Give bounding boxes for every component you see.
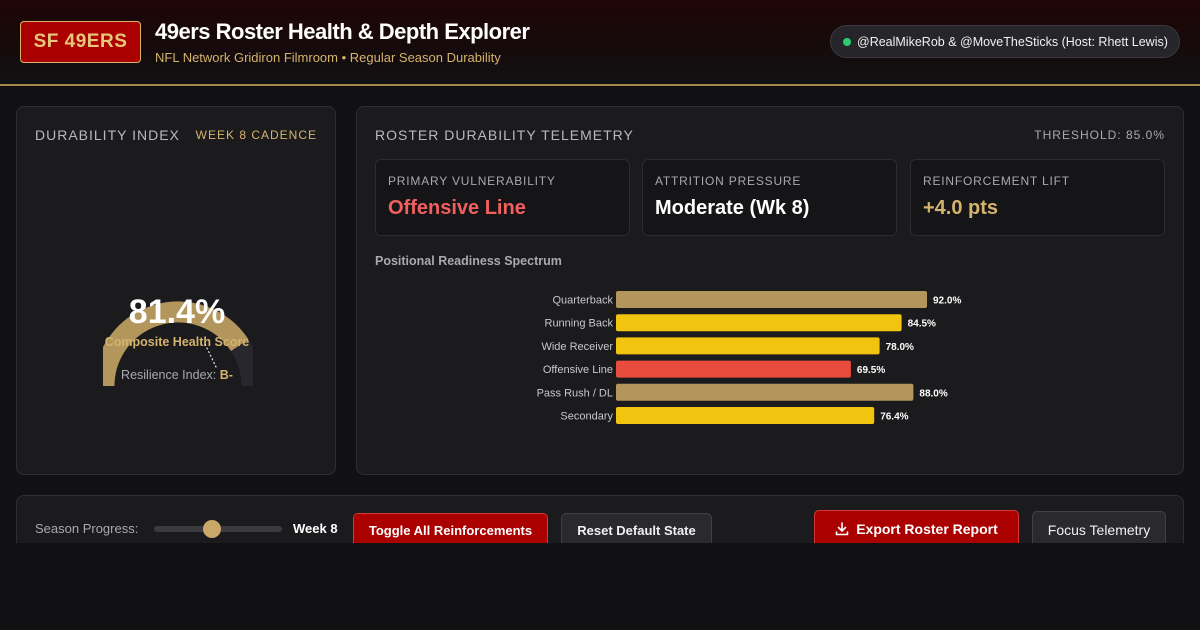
- durability-panel: DURABILITY INDEX WEEK 8 CADENCE 81.4% Co…: [16, 106, 336, 475]
- resilience-index: Resilience Index: B-: [17, 368, 337, 382]
- telemetry-panel: ROSTER DURABILITY TELEMETRY THRESHOLD: 8…: [356, 106, 1184, 475]
- download-icon: [835, 522, 849, 536]
- bar-value-label: 78.0%: [886, 342, 914, 353]
- bar-value-label: 84.5%: [908, 319, 936, 330]
- season-progress-label: Season Progress:: [35, 521, 139, 536]
- kpi-primary-vulnerability: PRIMARY VULNERABILITY Offensive Line: [375, 159, 630, 236]
- host-badge: @RealMikeRob & @MoveTheSticks (Host: Rhe…: [830, 25, 1180, 58]
- bar-value-label: 88.0%: [919, 388, 947, 399]
- kpi-title: ATTRITION PRESSURE: [655, 174, 802, 188]
- telemetry-heading: ROSTER DURABILITY TELEMETRY: [375, 127, 634, 143]
- category-label: Pass Rush / DL: [537, 387, 613, 399]
- focus-telemetry-button[interactable]: Focus Telemetry: [1032, 511, 1166, 543]
- toggle-reinforcements-button[interactable]: Toggle All Reinforcements: [353, 513, 548, 543]
- bar-wide-receiver[interactable]: [616, 337, 880, 355]
- kpi-value: Offensive Line: [388, 197, 526, 219]
- threshold-label: THRESHOLD: 85.0%: [1034, 128, 1165, 142]
- bar-quarterback[interactable]: [616, 291, 927, 308]
- host-names: @RealMikeRob & @MoveTheSticks (Host: Rhe…: [857, 34, 1168, 49]
- kpi-value: +4.0 pts: [923, 197, 999, 219]
- resilience-grade: B-: [219, 368, 233, 382]
- season-progress-slider[interactable]: [154, 520, 282, 538]
- kpi-title: REINFORCEMENT LIFT: [923, 174, 1070, 188]
- team-logo: SF 49ERS: [20, 21, 141, 63]
- page-subtitle: NFL Network Gridiron Filmroom • Regular …: [155, 50, 501, 65]
- positional-readiness-chart: Quarterback 92.0% Running Back 84.5% Wide Re…: [537, 291, 961, 424]
- durability-heading: DURABILITY INDEX: [35, 127, 180, 143]
- category-label: Running Back: [545, 318, 614, 330]
- slider-handle[interactable]: [202, 520, 221, 538]
- reset-default-button[interactable]: Reset Default State: [561, 513, 712, 543]
- bar-pass-rush-dl[interactable]: [616, 383, 914, 401]
- category-label: Wide Receiver: [541, 341, 613, 353]
- week-label: Week 8: [293, 521, 338, 536]
- bar-offensive-line[interactable]: [616, 360, 851, 378]
- bar-value-label: 92.0%: [933, 296, 961, 307]
- gauge-annotation-leader: [204, 343, 218, 370]
- category-label: Offensive Line: [543, 364, 613, 376]
- bar-secondary[interactable]: [616, 407, 875, 424]
- gauge-fill: [103, 301, 249, 387]
- cadence-label: WEEK 8 CADENCE: [195, 128, 317, 142]
- category-label: Secondary: [560, 411, 613, 423]
- kpi-title: PRIMARY VULNERABILITY: [388, 174, 556, 188]
- health-gauge: [103, 301, 253, 387]
- control-bar: Season Progress: Week 8 Toggle All Reinf…: [16, 495, 1184, 543]
- category-label: Quarterback: [552, 295, 613, 307]
- export-report-button[interactable]: Export Roster Report: [814, 510, 1019, 543]
- page-title: 49ers Roster Health & Depth Explorer: [155, 19, 530, 44]
- bar-running-back[interactable]: [616, 314, 902, 332]
- kpi-value: Moderate (Wk 8): [655, 197, 810, 219]
- chart-title: Positional Readiness Spectrum: [375, 254, 562, 268]
- kpi-reinforcement-lift: REINFORCEMENT LIFT +4.0 pts: [910, 159, 1165, 236]
- health-score-label: Composite Health Score: [104, 335, 250, 349]
- resilience-label: Resilience Index:: [121, 368, 217, 382]
- export-button-label: Export Roster Report: [856, 521, 998, 537]
- live-status-icon: [843, 37, 851, 46]
- bar-value-label: 76.4%: [880, 412, 908, 423]
- bar-value-label: 69.5%: [857, 365, 885, 376]
- app-header: SF 49ERS 49ers Roster Health & Depth Exp…: [0, 0, 1200, 86]
- kpi-attrition-pressure: ATTRITION PRESSURE Moderate (Wk 8): [642, 159, 897, 236]
- health-score-value: 81.4%: [128, 293, 226, 331]
